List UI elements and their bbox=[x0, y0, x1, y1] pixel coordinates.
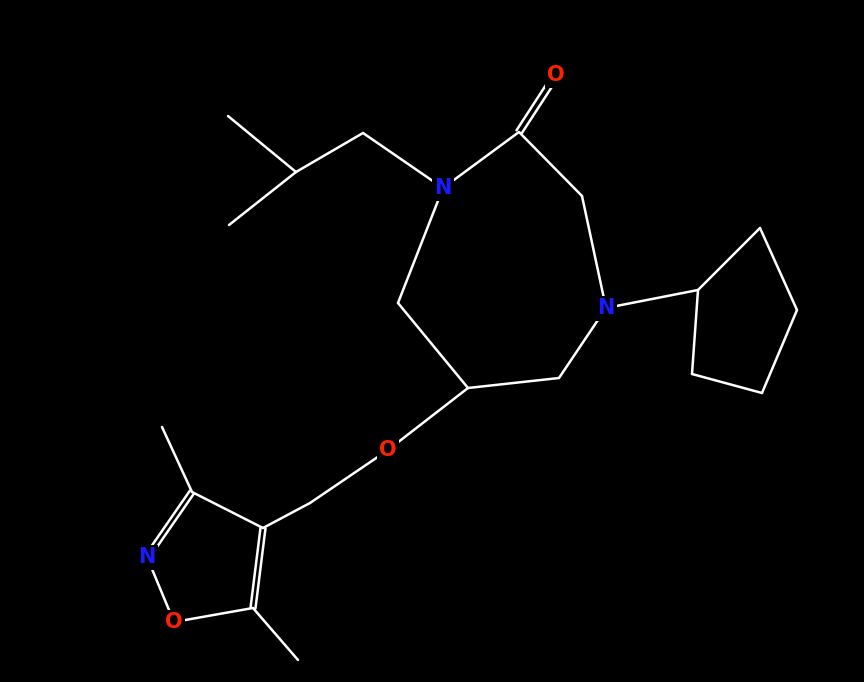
Text: N: N bbox=[597, 298, 614, 318]
Text: N: N bbox=[138, 547, 156, 567]
Text: O: O bbox=[379, 440, 397, 460]
Text: N: N bbox=[435, 178, 452, 198]
Text: O: O bbox=[547, 65, 565, 85]
Text: O: O bbox=[165, 612, 183, 632]
